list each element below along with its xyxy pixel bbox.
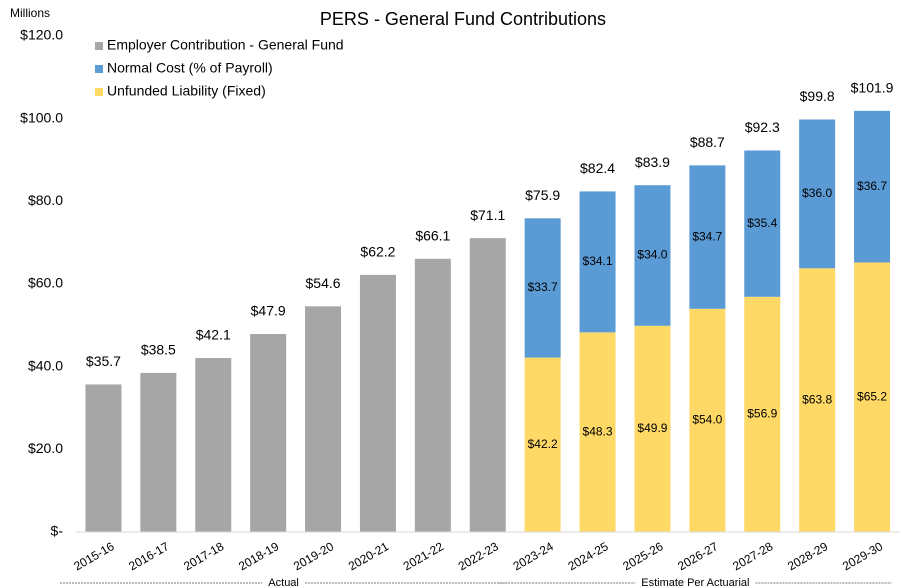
legend-label: Employer Contribution - General Fund: [107, 37, 344, 53]
x-tick-label: 2016-17: [126, 539, 171, 573]
data-label: $54.6: [306, 275, 341, 291]
x-tick-label: 2020-21: [346, 539, 391, 573]
y-unit-label: Millions: [10, 6, 50, 20]
bar-segment: [744, 150, 781, 297]
y-tick-label: $20.0: [28, 440, 63, 456]
total-label: $75.9: [525, 187, 560, 203]
total-label: $92.3: [745, 119, 780, 135]
legend-swatch: [95, 42, 103, 50]
bar-segment: [689, 308, 726, 532]
x-tick-label: 2017-18: [181, 539, 226, 573]
data-label: $47.9: [251, 303, 286, 319]
data-label: $34.0: [637, 248, 667, 262]
total-label: $101.9: [851, 80, 894, 96]
data-label: $38.5: [141, 342, 176, 358]
total-label: $83.9: [635, 154, 670, 170]
x-tick-label: 2027-28: [730, 539, 775, 573]
bar-segment: [799, 119, 836, 269]
data-label: $48.3: [583, 424, 613, 438]
data-label: $56.9: [747, 407, 777, 421]
bar-segment: [524, 357, 561, 532]
data-label: $62.2: [360, 244, 395, 260]
x-tick-label: 2026-27: [675, 539, 720, 573]
bar-segment: [469, 238, 506, 532]
bar-segment: [85, 384, 122, 532]
legend-label: Unfunded Liability (Fixed): [107, 83, 266, 99]
y-tick-label: $120.0: [20, 27, 63, 43]
data-label: $33.7: [528, 280, 558, 294]
bar-segment: [305, 306, 342, 532]
data-label: $63.8: [802, 392, 832, 406]
data-label: $66.1: [415, 227, 450, 243]
legend-label: Normal Cost (% of Payroll): [107, 60, 273, 76]
bar-segment: [799, 268, 836, 532]
x-tick-label: 2019-20: [291, 539, 336, 573]
y-tick-label: $40.0: [28, 357, 63, 373]
chart-title: PERS - General Fund Contributions: [320, 9, 606, 29]
data-label: $54.0: [692, 413, 722, 427]
y-tick-label: $100.0: [20, 109, 63, 125]
bar-segment: [579, 191, 616, 333]
group-label: Actual: [268, 577, 299, 588]
x-tick-label: 2025-26: [620, 539, 665, 573]
data-label: $36.0: [802, 186, 832, 200]
data-label: $36.7: [857, 179, 887, 193]
y-tick-label: $60.0: [28, 275, 63, 291]
data-label: $65.2: [857, 389, 887, 403]
y-tick-label: $80.0: [28, 192, 63, 208]
bar-segment: [579, 332, 616, 532]
data-label: $34.1: [583, 254, 613, 268]
data-label: $42.2: [528, 437, 558, 451]
group-label: Estimate Per Actuarial: [641, 577, 749, 588]
x-tick-label: 2024-25: [565, 539, 610, 573]
x-tick-label: 2028-29: [785, 539, 830, 573]
total-label: $82.4: [580, 160, 615, 176]
data-label: $71.1: [470, 207, 505, 223]
total-label: $88.7: [690, 134, 725, 150]
total-label: $99.8: [800, 88, 835, 104]
x-tick-label: 2023-24: [511, 539, 556, 573]
data-label: $42.1: [196, 327, 231, 343]
bar-segment: [689, 165, 726, 309]
bar-segment: [634, 185, 671, 326]
x-tick-label: 2029-30: [840, 539, 885, 573]
bar-segment: [250, 334, 287, 532]
x-tick-label: 2021-22: [401, 539, 446, 573]
bar-segment: [140, 372, 177, 532]
bar-segment: [359, 274, 396, 532]
y-tick-label: $-: [51, 523, 64, 539]
bar-segment: [634, 325, 671, 532]
bar-segment: [414, 258, 451, 532]
data-label: $34.7: [692, 229, 722, 243]
x-tick-label: 2022-23: [456, 539, 501, 573]
bar-segment: [854, 110, 891, 263]
bar-segment: [854, 262, 891, 532]
legend-swatch: [95, 88, 103, 96]
bar-segment: [744, 296, 781, 532]
legend-swatch: [95, 65, 103, 73]
data-label: $35.7: [86, 353, 121, 369]
bar-segment: [195, 357, 232, 532]
x-tick-label: 2018-19: [236, 539, 281, 573]
x-tick-label: 2015-16: [71, 539, 116, 573]
bar-segment: [524, 218, 561, 358]
data-label: $49.9: [637, 421, 667, 435]
data-label: $35.4: [747, 216, 777, 230]
